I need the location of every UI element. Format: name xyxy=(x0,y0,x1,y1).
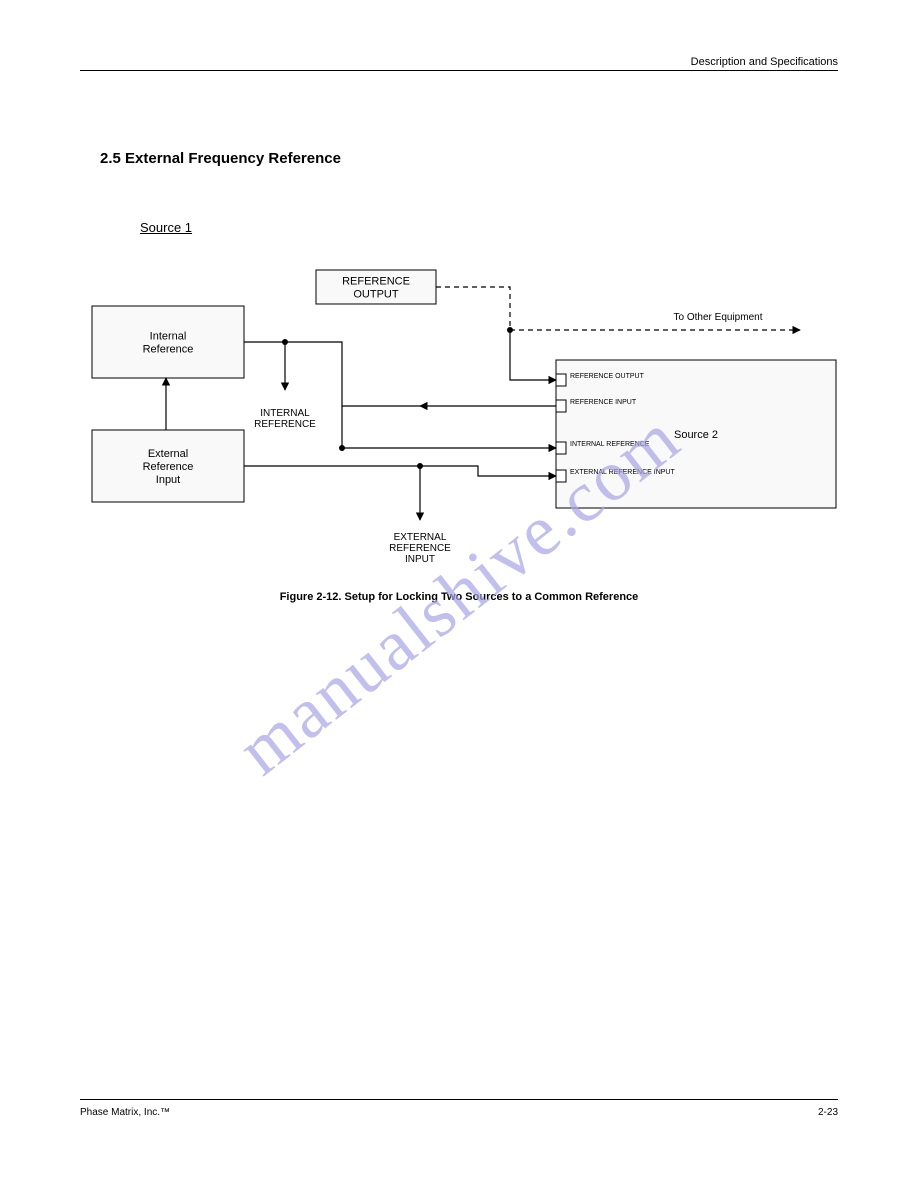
svg-text:Source 2: Source 2 xyxy=(674,429,718,441)
svg-text:Figure 2-12. Setup for Locking: Figure 2-12. Setup for Locking Two Sourc… xyxy=(280,591,639,603)
svg-text:EXTERNAL: EXTERNAL xyxy=(394,532,447,543)
svg-text:Input: Input xyxy=(156,474,180,486)
svg-text:INTERNAL REFERENCE: INTERNAL REFERENCE xyxy=(570,441,650,448)
svg-text:External: External xyxy=(148,448,188,460)
bottom-rule xyxy=(80,1099,838,1100)
svg-text:Reference: Reference xyxy=(143,461,194,473)
header-right: Description and Specifications xyxy=(691,56,838,68)
diagram: REFERENCEOUTPUTInternalReferenceExternal… xyxy=(80,210,838,730)
svg-text:To Other Equipment: To Other Equipment xyxy=(674,312,763,323)
footer-left: Phase Matrix, Inc.™ xyxy=(80,1107,170,1118)
footer-right: 2-23 xyxy=(818,1107,838,1118)
svg-text:Reference: Reference xyxy=(143,344,194,356)
svg-text:REFERENCE: REFERENCE xyxy=(342,276,410,288)
svg-text:REFERENCE OUTPUT: REFERENCE OUTPUT xyxy=(570,373,645,380)
svg-text:INTERNAL: INTERNAL xyxy=(260,408,310,419)
top-rule xyxy=(80,70,838,71)
svg-text:OUTPUT: OUTPUT xyxy=(353,289,399,301)
svg-text:REFERENCE INPUT: REFERENCE INPUT xyxy=(570,399,637,406)
svg-text:EXTERNAL REFERENCE INPUT: EXTERNAL REFERENCE INPUT xyxy=(570,469,675,476)
svg-text:INPUT: INPUT xyxy=(405,554,435,565)
svg-text:REFERENCE: REFERENCE xyxy=(389,543,451,554)
section-title: 2.5 External Frequency Reference xyxy=(100,150,341,167)
svg-text:Internal: Internal xyxy=(150,331,187,343)
svg-text:REFERENCE: REFERENCE xyxy=(254,419,316,430)
